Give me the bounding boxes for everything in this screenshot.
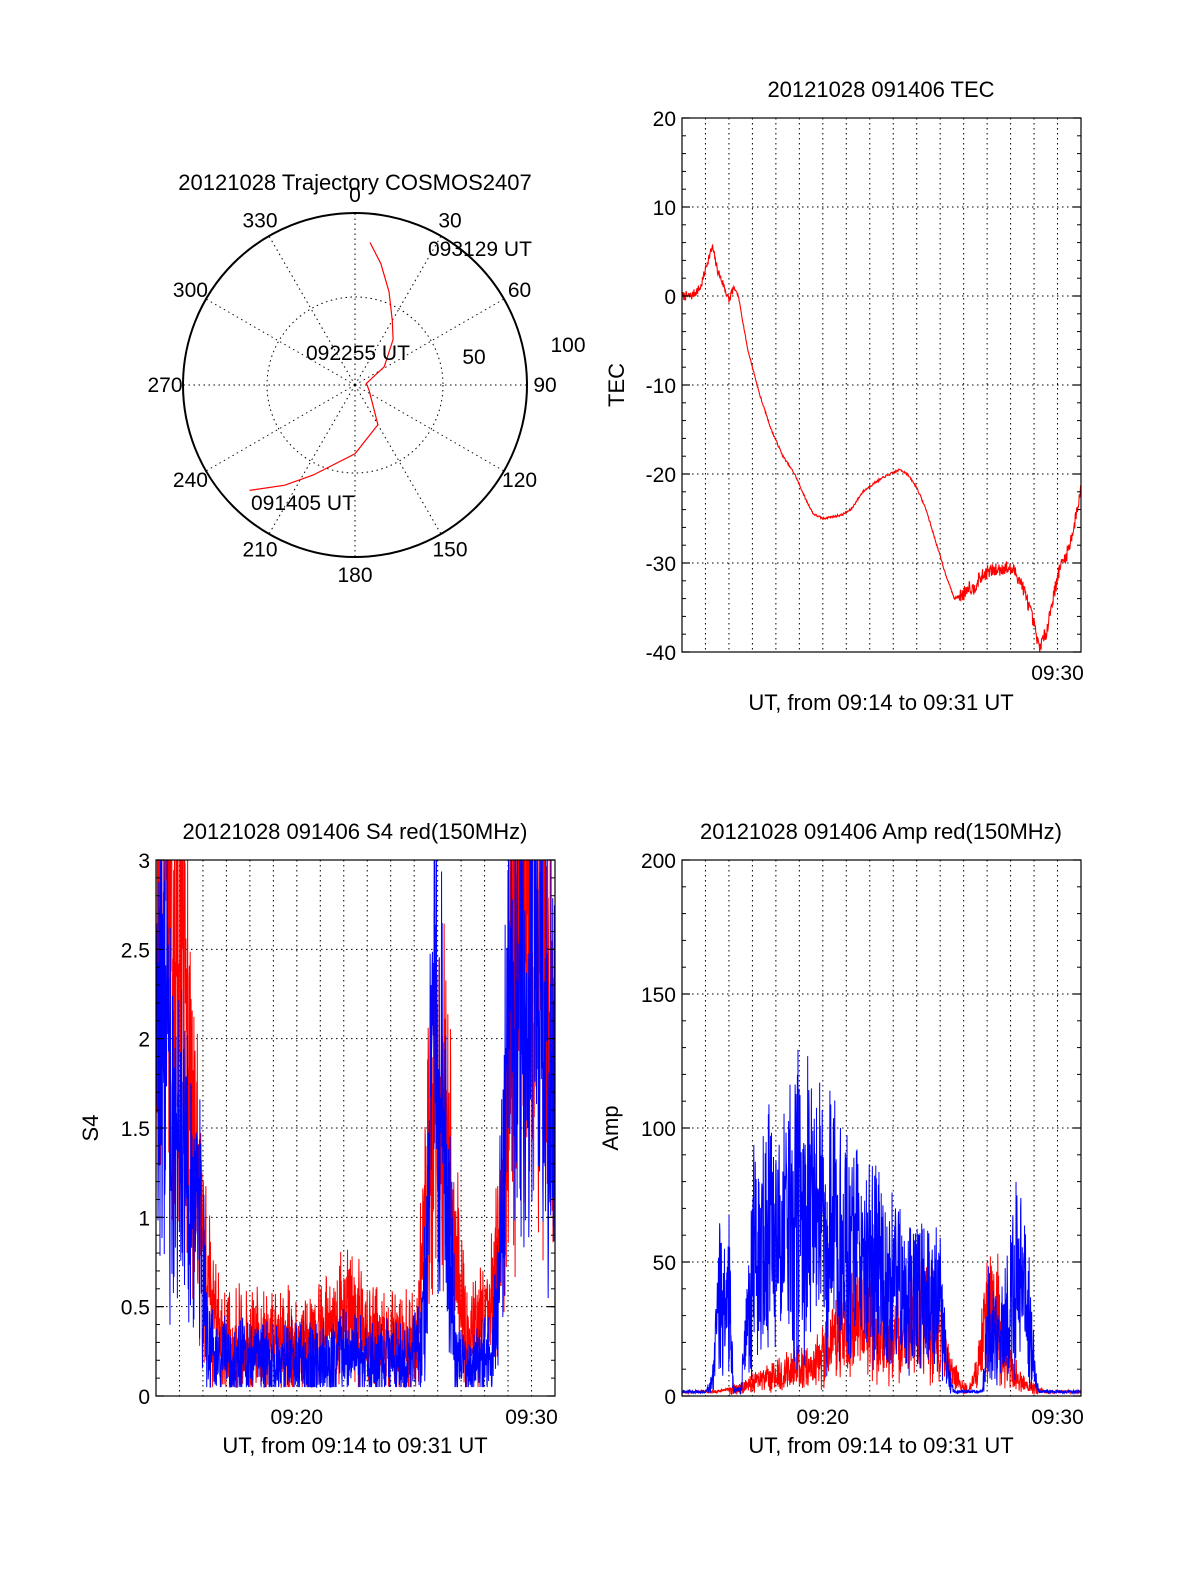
- s4-ytick-label: 2.5: [121, 939, 150, 962]
- amp-xtick-label: 09:30: [1031, 1406, 1084, 1429]
- azimuth-spoke-120: [354, 384, 505, 472]
- s4-series: [156, 860, 555, 1388]
- horizon-circle: [182, 212, 528, 558]
- tec-xtick-label: 09:30: [1031, 662, 1084, 685]
- tec-ytick-label: 10: [653, 197, 676, 220]
- s4-ytick-label: 1.5: [121, 1118, 150, 1141]
- s4-ytick-label: 1: [138, 1207, 150, 1230]
- azimuth-spoke-210: [268, 384, 356, 535]
- trajectory-start-label: 091405 UT: [251, 492, 355, 515]
- tec-grid: [682, 118, 1081, 652]
- amp-series-line-0: [682, 1251, 1081, 1396]
- amp-xtick-label: 09:20: [797, 1406, 850, 1429]
- s4-xtick-label: 09:20: [271, 1406, 324, 1429]
- s4-y-ticks: 0 0.5 1 1.5 2 2.5 3: [121, 850, 555, 1409]
- trajectory-mid-label: 092255 UT: [306, 342, 410, 365]
- amp-ytick-label: 200: [641, 850, 676, 873]
- tec-frame: [681, 117, 1082, 653]
- s4-series-line-1: [156, 860, 555, 1388]
- azimuth-spoke-300: [205, 298, 356, 386]
- amp-series-line-1: [682, 1049, 1081, 1396]
- azimuth-label-180: 180: [337, 564, 372, 587]
- s4-ytick-label: 0.5: [121, 1297, 150, 1320]
- azimuth-spoke-30: [354, 235, 442, 386]
- trajectory-panel: 20121028 Trajectory COSMOS2407 0 30 60 90 12…: [147, 170, 585, 587]
- azimuth-labels: 0 30 60 90 120 150 180 210 240 270 300 330: [147, 184, 556, 587]
- tec-ytick-label: -30: [646, 553, 676, 576]
- tec-x-axis-label: UT, from 09:14 to 09:31 UT: [748, 690, 1013, 715]
- tec-x-ticks: 09:30: [1031, 662, 1084, 685]
- azimuth-label-270: 270: [147, 374, 182, 397]
- trajectory-title: 20121028 Trajectory COSMOS2407: [178, 170, 531, 195]
- azimuth-label-90: 90: [533, 374, 556, 397]
- azimuth-label-150: 150: [432, 539, 467, 562]
- amp-title: 20121028 091406 Amp red(150MHz): [700, 819, 1062, 844]
- s4-ytick-label: 2: [138, 1029, 150, 1052]
- s4-x-axis-label: UT, from 09:14 to 09:31 UT: [222, 1433, 487, 1458]
- azimuth-label-60: 60: [508, 279, 531, 302]
- s4-series-line-0: [156, 860, 555, 1388]
- tec-panel: 20121028 091406 TEC -40 -30 -20 -10 0 10 20 09…: [604, 77, 1084, 715]
- azimuth-label-30: 30: [438, 209, 461, 232]
- tec-ytick-label: -10: [646, 375, 676, 398]
- tec-series: [682, 244, 1081, 652]
- radial-label-50: 50: [462, 346, 485, 369]
- s4-ytick-label: 3: [138, 850, 150, 873]
- azimuth-spoke-240: [205, 384, 356, 472]
- amp-y-ticks: 0 50 100 150 200: [641, 850, 1081, 1409]
- s4-xtick-label: 09:30: [505, 1406, 558, 1429]
- azimuth-label-240: 240: [173, 469, 208, 492]
- s4-y-axis-label: S4: [78, 1115, 103, 1142]
- amp-grid: [682, 860, 1081, 1396]
- azimuth-spoke-150: [354, 384, 442, 535]
- azimuth-label-330: 330: [242, 209, 277, 232]
- azimuth-spoke-60: [354, 298, 505, 386]
- azimuth-label-300: 300: [173, 279, 208, 302]
- s4-title: 20121028 091406 S4 red(150MHz): [183, 819, 528, 844]
- tec-y-axis-label: TEC: [604, 363, 629, 407]
- inner-ring: [266, 296, 444, 474]
- amp-ytick-label: 100: [641, 1118, 676, 1141]
- s4-panel: 20121028 091406 S4 red(150MHz) 0 0.5 1 1.5 2…: [78, 819, 558, 1458]
- amp-series: [682, 1049, 1081, 1396]
- azimuth-label-210: 210: [242, 539, 277, 562]
- amp-y-axis-label: Amp: [598, 1105, 623, 1150]
- azimuth-label-0: 0: [349, 184, 361, 207]
- radial-label-100: 100: [550, 334, 585, 357]
- amp-panel: 20121028 091406 Amp red(150MHz) 0 50 100 15…: [598, 819, 1084, 1458]
- amp-ytick-label: 150: [641, 984, 676, 1007]
- tec-ytick-label: 0: [664, 286, 676, 309]
- tec-ytick-label: 20: [653, 108, 676, 131]
- s4-grid: [156, 860, 555, 1396]
- trajectory-end-label: 093129 UT: [428, 238, 532, 261]
- amp-ytick-label: 50: [653, 1252, 676, 1275]
- azimuth-label-120: 120: [502, 469, 537, 492]
- s4-x-ticks: 09:20 09:30: [271, 1406, 558, 1429]
- azimuth-spokes: [183, 213, 527, 557]
- tec-ytick-label: -20: [646, 464, 676, 487]
- amp-x-ticks: 09:20 09:30: [797, 1406, 1084, 1429]
- amp-x-axis-label: UT, from 09:14 to 09:31 UT: [748, 1433, 1013, 1458]
- amp-ytick-label: 0: [664, 1386, 676, 1409]
- tec-title: 20121028 091406 TEC: [767, 77, 994, 102]
- tec-ytick-label: -40: [646, 642, 676, 665]
- s4-ytick-label: 0: [138, 1386, 150, 1409]
- azimuth-spoke-330: [268, 235, 356, 386]
- tec-y-ticks: -40 -30 -20 -10 0 10 20: [646, 108, 1081, 665]
- tec-series-line-0: [682, 244, 1081, 652]
- trajectory-line: [249, 242, 394, 491]
